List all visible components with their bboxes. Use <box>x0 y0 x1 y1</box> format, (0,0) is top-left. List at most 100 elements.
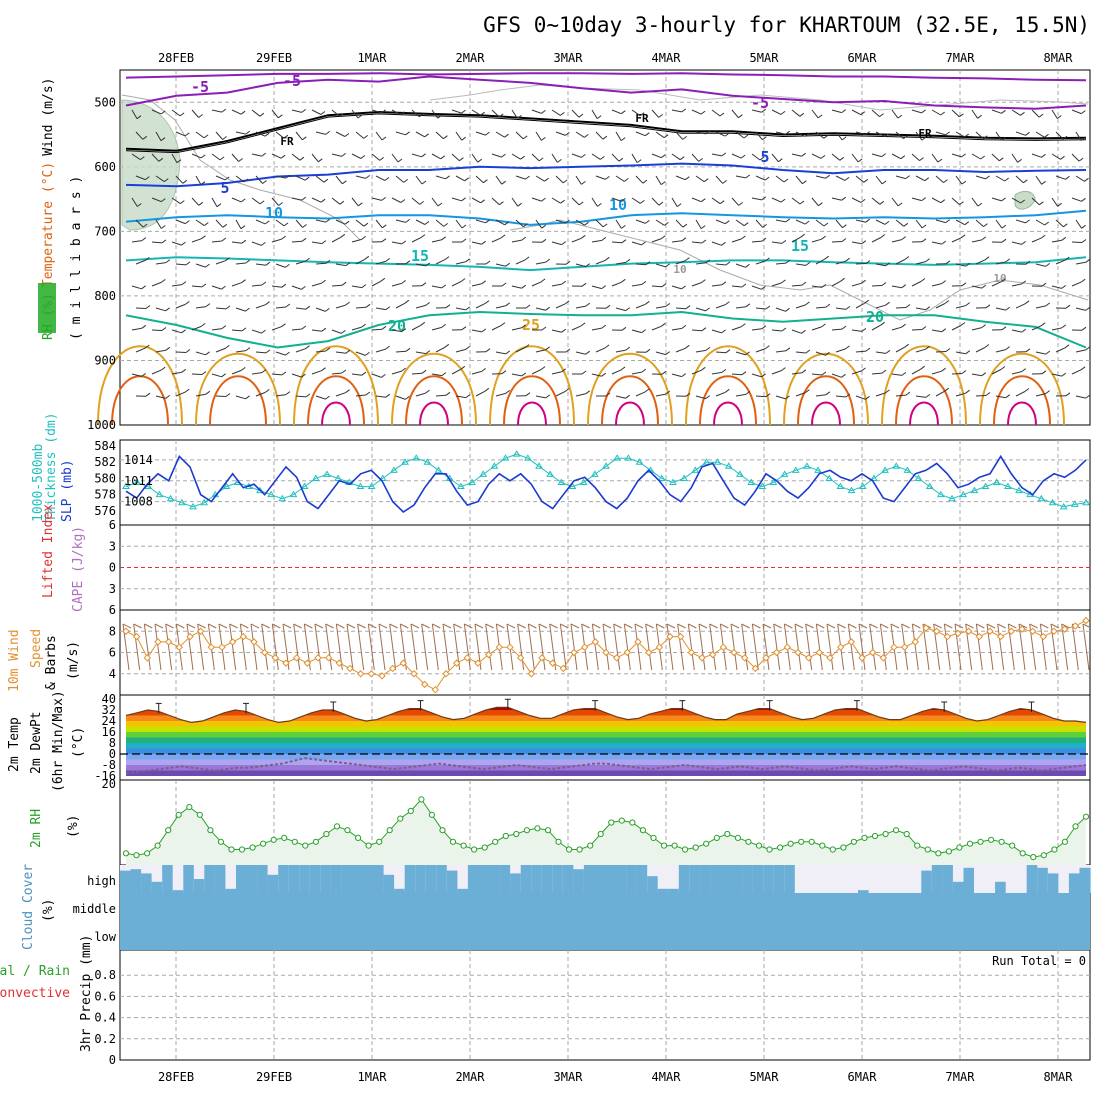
wind-barb <box>1016 392 1025 397</box>
wind-barb <box>236 396 246 399</box>
wind-barb <box>772 154 778 162</box>
surface-wind-barb <box>880 624 888 628</box>
wind-speed-point <box>720 644 726 650</box>
wind-barb <box>752 241 762 242</box>
wind-barb <box>316 220 326 222</box>
bottom-day-label: 6MAR <box>848 1070 878 1084</box>
wind-barb <box>898 115 902 118</box>
surface-wind-barb <box>784 624 792 628</box>
wind-barb <box>406 219 410 222</box>
wind-barb <box>922 327 926 330</box>
wind-barb <box>412 198 420 204</box>
cloud-high-clear <box>816 865 827 893</box>
cloud-high-clear <box>911 865 922 893</box>
wind-barb <box>846 306 850 309</box>
isotherm-label: 5 <box>220 179 229 197</box>
wind-barb <box>916 176 925 181</box>
wind-ylabel: Speed <box>29 629 44 668</box>
cloud-high-bar <box>299 865 310 893</box>
li-tick-label: 3 <box>109 582 116 596</box>
rh-point <box>883 831 888 836</box>
wind-barb <box>898 203 902 206</box>
wind-barb <box>438 203 442 206</box>
wind-barb <box>616 396 626 398</box>
cloud-high-bar <box>131 869 142 893</box>
rh-point <box>1031 855 1036 860</box>
wind-barb <box>702 240 706 243</box>
wind-barb <box>906 176 910 179</box>
cloud-high-clear <box>805 865 816 893</box>
wind-barb <box>579 202 583 205</box>
isotherm-label: 20 <box>866 308 884 326</box>
wind-barb <box>738 115 742 118</box>
wind-barb <box>736 220 744 226</box>
run-total-label: Run Total = 0 <box>992 954 1086 968</box>
wind-barb <box>182 369 186 372</box>
wind-barb <box>262 370 266 373</box>
wind-barb <box>701 226 705 229</box>
cloud-high-bar <box>479 865 490 893</box>
wind-barb <box>905 257 909 260</box>
wind-barb <box>906 305 910 308</box>
wind-barb <box>436 220 444 226</box>
temp-band <box>120 727 1090 733</box>
wind-barb <box>626 347 630 350</box>
wind-barb <box>282 324 286 327</box>
wind-barb <box>712 110 720 116</box>
wind-barb <box>502 154 506 157</box>
wind-barb <box>720 113 724 116</box>
wind-barb <box>306 346 310 349</box>
wind-barb <box>185 221 189 224</box>
wind-barb <box>336 132 345 137</box>
wind-barb <box>981 156 985 159</box>
wind-barb <box>986 393 990 396</box>
rh-point <box>619 818 624 823</box>
wind-barb <box>922 110 926 113</box>
wind-barb <box>996 132 1002 140</box>
rh-point <box>915 843 920 848</box>
surface-wind-barb <box>528 624 536 628</box>
wind-barb <box>946 132 950 135</box>
cloud-high-bar <box>384 875 395 893</box>
wind-barb <box>952 198 960 205</box>
rh-shading <box>122 100 180 230</box>
wind-barb <box>284 223 288 226</box>
wind-barb <box>1056 220 1063 227</box>
wind-barb <box>442 373 446 376</box>
wind-barb <box>466 395 470 398</box>
wind-barb <box>462 137 466 140</box>
wind-barb <box>661 236 665 239</box>
wind-barb <box>786 219 790 222</box>
wind-barb <box>296 220 303 228</box>
wind-barb <box>212 241 222 242</box>
wind-barb <box>916 308 926 310</box>
cloud-level-label: middle <box>73 902 116 916</box>
wind-barb <box>656 394 666 396</box>
wind-barb <box>802 181 806 184</box>
precip-tick-label: 0.6 <box>94 989 116 1003</box>
wind-barb <box>322 280 326 283</box>
surface-wind-barb <box>240 624 246 670</box>
wind-barb <box>352 327 362 330</box>
wind-barb <box>321 112 325 115</box>
wind-barb <box>941 200 945 203</box>
wind-barb <box>596 260 605 264</box>
wind-barb <box>162 240 166 243</box>
wind-barb <box>272 239 282 242</box>
wind-barb <box>866 348 870 351</box>
wind-barb <box>382 137 386 140</box>
wind-barb <box>352 198 358 206</box>
wind-barb <box>1016 220 1026 223</box>
wind-barb <box>756 220 763 227</box>
wind-barb <box>706 308 710 311</box>
wind-barb <box>396 351 406 352</box>
surface-wind-barb <box>475 624 483 628</box>
wind-barb <box>865 300 869 303</box>
wind-barb <box>786 348 790 351</box>
wind-barb <box>586 391 590 394</box>
wind-barb <box>466 346 470 349</box>
wind-barb <box>786 308 790 311</box>
wind-barb <box>220 157 224 160</box>
wind-barb <box>637 160 641 163</box>
wind-barb <box>612 154 619 161</box>
